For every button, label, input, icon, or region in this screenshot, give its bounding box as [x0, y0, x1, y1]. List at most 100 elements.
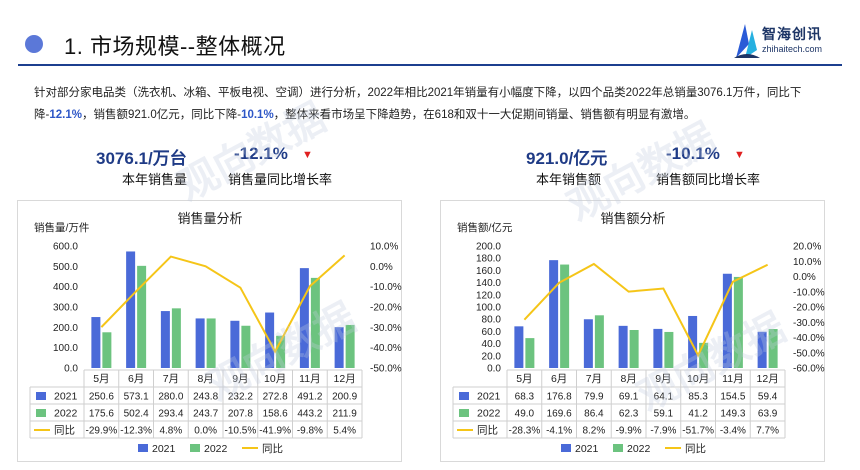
y-tick-label: 40.0: [482, 339, 502, 350]
x-tick-label: 10月: [687, 373, 709, 385]
bar-2022: [241, 325, 251, 368]
y2-tick-label: -60.0%: [793, 364, 825, 375]
y2-tick-label: -10.0%: [793, 287, 825, 298]
data-label: 443.2: [297, 409, 322, 420]
data-label: -12.3%: [120, 426, 152, 437]
bar-2021: [334, 327, 344, 368]
kpi-sales-rate-label: 销售额同比增长率: [656, 172, 761, 187]
data-label: 59.4: [758, 392, 778, 403]
legend-label: 2021: [575, 443, 599, 455]
bar-2022: [206, 318, 216, 368]
x-tick-label: 9月: [655, 373, 671, 385]
data-label: 175.6: [89, 409, 114, 420]
data-label: 62.3: [619, 409, 639, 420]
row-swatch: [36, 409, 46, 417]
x-tick-label: 5月: [516, 373, 532, 385]
y-tick-label: 60.0: [482, 327, 502, 338]
data-label: 149.3: [720, 409, 745, 420]
row-header: 2021: [54, 391, 78, 403]
x-tick-label: 11月: [299, 373, 320, 385]
x-tick-label: 9月: [232, 373, 248, 385]
bar-2022: [629, 329, 639, 368]
data-label: 158.6: [263, 409, 288, 420]
down-arrow-icon: ▼: [734, 149, 745, 161]
bar-2021: [195, 318, 205, 368]
bar-2022: [102, 332, 112, 368]
data-label: 250.6: [89, 392, 114, 403]
legend-label: 2021: [152, 443, 176, 455]
data-label: 59.1: [654, 409, 674, 420]
kpi-volume-rate: -12.1%: [234, 144, 288, 163]
data-label: 293.4: [158, 409, 183, 420]
intro-highlight-volume-rate: 12.1%: [49, 109, 82, 121]
x-tick-label: 5月: [93, 373, 109, 385]
data-label: 0.0%: [194, 426, 217, 437]
x-tick-label: 12月: [757, 373, 779, 385]
y-tick-label: 200.0: [476, 242, 501, 253]
kpi-volume-rate-label: 销售量同比增长率: [228, 172, 333, 187]
bar-2021: [549, 260, 559, 368]
data-label: 7.7%: [756, 426, 779, 437]
data-label: 63.9: [758, 409, 778, 420]
x-tick-label: 8月: [197, 373, 213, 385]
bar-2022: [594, 315, 604, 368]
data-label: -4.1%: [546, 426, 572, 437]
row-header: 2022: [54, 408, 78, 420]
bar-2021: [126, 251, 136, 368]
data-label: -28.3%: [509, 426, 541, 437]
data-label: 491.2: [297, 392, 322, 403]
header-divider: [18, 64, 842, 66]
y-tick-label: 0.0: [64, 364, 78, 375]
y-tick-label: 100.0: [53, 343, 78, 354]
x-tick-label: 10月: [264, 373, 286, 385]
bar-2021: [160, 311, 170, 368]
bar-2022: [137, 265, 147, 368]
legend-label: 同比: [685, 442, 706, 455]
legend-swatch: [561, 444, 571, 452]
y2-tick-label: 20.0%: [793, 242, 821, 253]
data-label: -9.9%: [616, 426, 642, 437]
y-tick-label: 500.0: [53, 262, 78, 273]
y-axis-title: 销售量/万件: [34, 221, 89, 234]
x-tick-label: 7月: [586, 373, 602, 385]
data-label: -29.9%: [86, 426, 118, 437]
data-label: 280.0: [158, 392, 183, 403]
y2-tick-label: -50.0%: [370, 364, 402, 375]
data-label: 68.3: [515, 392, 535, 403]
data-label: -41.9%: [259, 426, 291, 437]
bar-2022: [276, 335, 286, 368]
y2-tick-label: -30.0%: [370, 323, 402, 334]
intro-paragraph: 针对部分家电品类（洗衣机、冰箱、平板电视、空调）进行分析，2022年相比2021…: [34, 82, 834, 126]
y-tick-label: 20.0: [482, 351, 502, 362]
bar-2021: [757, 331, 767, 368]
volume-chart-panel: 销售量分析 销售量/万件 0.0 100.0 200.0 300.0 400.0 500.0 6…: [17, 200, 402, 462]
logo-name: 智海创讯: [762, 26, 822, 42]
kpi-volume-value: 3076.1/万台: [96, 149, 187, 168]
data-label: -51.7%: [682, 426, 714, 437]
legend-swatch: [138, 444, 148, 452]
x-tick-label: 8月: [620, 373, 636, 385]
data-label: 176.8: [547, 392, 572, 403]
y2-tick-label: 0.0%: [793, 272, 816, 283]
y-tick-label: 180.0: [476, 254, 501, 265]
bar-2021: [514, 326, 524, 368]
data-label: -10.5%: [225, 426, 257, 437]
page-title: 1. 市场规模--整体概况: [64, 34, 286, 59]
intro-text-2: ，销售额921.0亿元，同比下降-: [81, 109, 242, 121]
logo-mark-icon: [734, 24, 760, 58]
row-header: 同比: [477, 424, 498, 437]
x-tick-label: 7月: [163, 373, 179, 385]
chart-title: 销售量分析: [177, 211, 242, 226]
y-tick-label: 400.0: [53, 282, 78, 293]
y-tick-label: 300.0: [53, 303, 78, 314]
row-header: 2022: [477, 408, 501, 420]
data-label: -3.4%: [720, 426, 746, 437]
brand-logo: 智海创讯 zhihaitech.com: [732, 20, 832, 64]
data-label: 64.1: [654, 392, 674, 403]
row-header: 同比: [54, 424, 75, 437]
y-tick-label: 200.0: [53, 323, 78, 334]
kpi-sales-rate: -10.1%: [666, 144, 720, 163]
bar-2021: [618, 325, 628, 368]
y-tick-label: 0.0: [487, 364, 501, 375]
